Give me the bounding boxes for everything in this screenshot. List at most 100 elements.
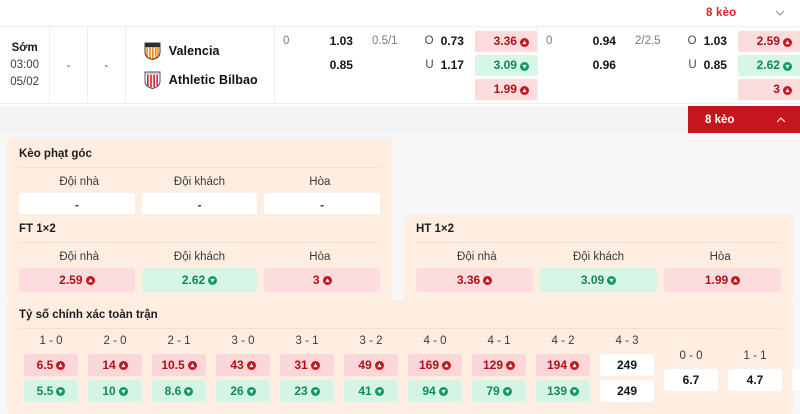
ft-panel-title: FT 1×2 [19,223,380,243]
ft-ou-over[interactable]: 0.5/1 O 0.73 [363,30,472,52]
correct-score-draw-odd[interactable]: 4.7 [728,369,782,391]
chevron-up-icon[interactable] [775,114,787,126]
correct-score-home-odd[interactable]: 14 [88,354,142,376]
correct-score-away-odd[interactable]: 26 [216,380,270,402]
ft-under-value: 1.17 [440,58,464,72]
ft-1x2-draw[interactable]: 1.99 [474,78,537,100]
match-row[interactable]: Sớm 03:00 05/02 - - [0,26,800,104]
ht-1x2-draw[interactable]: 3 [737,78,800,100]
corner-value-home[interactable]: - [19,193,135,217]
odds-group-full-time: 0 1.03 0.5/1 O 0.73 3.36 [274,27,538,103]
correct-score-home-odd[interactable]: 10.5 [152,354,206,376]
ht-over-value: 1.03 [703,34,727,48]
correct-score-home-odd[interactable]: 249 [600,354,654,376]
odds-row-3: 3 [538,78,800,100]
correct-score-away-odd[interactable]: 249 [600,380,654,402]
correct-score-home-odd[interactable]: 43 [216,354,270,376]
ft-1x2-home[interactable]: 3.36 [474,30,537,52]
correct-score-right-group: 0 - 06.71 - 14.72 - 2163 - 31144 - 4249A… [659,331,800,391]
ht-1x2-home[interactable]: 2.59 [737,30,800,52]
ht-panel-title: HT 1×2 [416,223,781,243]
correct-score-away-odd[interactable]: 5.5 [24,380,78,402]
correct-score-home-odd[interactable]: 31 [280,354,334,376]
correct-score-draw-odd[interactable]: 16 [792,369,800,391]
corner-value-draw[interactable]: - [264,193,381,217]
ht-panel-value-away-text: 3.09 [580,273,605,287]
expand-odds-bar[interactable]: 8 kèo [688,106,800,133]
trend-up-icon [519,37,529,47]
trend-up-icon [782,37,792,47]
correct-score-label: 2 - 1 [167,335,191,347]
ht-panel-value-home[interactable]: 3.36 [416,268,533,292]
trend-down-icon [438,387,448,396]
correct-score-away-odd[interactable]: 23 [280,380,334,402]
ft-panel-value-away[interactable]: 2.62 [141,268,258,292]
odd-text: 129 [482,358,504,372]
home-team[interactable]: Valencia [144,42,274,60]
ft-header-home: Đội nhà [59,251,99,263]
correct-score-home-odd[interactable]: 194 [536,354,590,376]
ft-ou-under[interactable]: U 1.17 [363,54,472,76]
away-team[interactable]: Athletic Bilbao [144,71,274,89]
odds-row-3: 1.99 [275,78,537,100]
ft-panel-value-home[interactable]: 2.59 [19,268,135,292]
ht-panel-value-home-text: 3.36 [456,273,481,287]
correct-score-home-odd[interactable]: 169 [408,354,462,376]
ht-ou-under[interactable]: U 0.85 [626,54,735,76]
ht-handicap-home[interactable]: 0 0.94 [537,30,624,52]
odds-count-header[interactable]: 8 kèo [690,0,800,26]
away-team-name: Athletic Bilbao [168,72,258,87]
odds-group-half-time: 0 0.94 2/2.5 O 1.03 2.59 [537,27,800,103]
ht-under-label: U [688,59,697,71]
correct-score-label: 4 - 2 [551,335,575,347]
correct-score-away-odd[interactable]: 94 [408,380,462,402]
correct-score-away-odd[interactable]: 139 [536,380,590,402]
ft-handicap-home[interactable]: 0 1.03 [274,30,361,52]
correct-score-away-odd[interactable]: 10 [88,380,142,402]
correct-score-column: 3 - 2 49 41 [339,331,403,402]
correct-score-column: 2 - 0 14 10 [83,331,147,402]
correct-score-title: Tỷ số chính xác toàn trận [19,309,781,329]
trend-down-icon [246,387,256,396]
trend-up-icon [246,361,256,370]
odd-text: 194 [546,358,568,372]
ft-panel-value-draw[interactable]: 3 [264,268,381,292]
ht-panel-value-away[interactable]: 3.09 [540,268,657,292]
correct-score-home-odd[interactable]: 129 [472,354,526,376]
correct-score-column: 3 - 0 43 26 [211,331,275,402]
ft-handicap-home-value: 1.03 [329,34,353,48]
correct-score-home-odd[interactable]: 49 [344,354,398,376]
ht-1x2-away[interactable]: 2.62 [737,54,800,76]
odds-row-2: 0.85 U 1.17 3.09 [274,54,537,76]
ft-handicap-line: 0 [282,35,290,47]
correct-score-away-odd[interactable]: 79 [472,380,526,402]
home-team-name: Valencia [168,43,220,58]
ft-header-draw: Hòa [309,251,331,263]
odd-text: 4.7 [746,373,764,387]
ft-1x2-away[interactable]: 3.09 [474,54,537,76]
ht-header-away: Đội khách [572,251,625,263]
ht-panel-value-draw[interactable]: 1.99 [664,268,781,292]
chevron-down-icon[interactable] [774,7,786,19]
ht-handicap-line: 0 [545,35,553,47]
correct-score-home-odd[interactable]: 6.5 [24,354,78,376]
correct-score-away-odd[interactable]: 41 [344,380,398,402]
trend-up-icon [310,361,320,370]
odds-row-1: 0 0.94 2/2.5 O 1.03 2.59 [537,30,800,52]
ht-handicap-away[interactable]: 0.96 [537,54,624,76]
correct-score-draw-odd[interactable]: 6.7 [664,369,718,391]
ht-spacer-1 [538,79,624,100]
odds-row-1: 0 1.03 0.5/1 O 0.73 3.36 [274,30,537,52]
odds-count-label: 8 kèo [706,7,737,19]
odd-text: 8.6 [164,384,182,398]
ht-ou-over[interactable]: 2/2.5 O 1.03 [626,30,735,52]
ft-panel-value-home-text: 2.59 [59,273,83,287]
correct-score-column: 4 - 3 249 249 [595,331,659,402]
ht-panel-values: 3.36 3.09 1.99 [416,268,781,292]
corner-value-away[interactable]: - [141,193,258,217]
correct-score-away-odd[interactable]: 8.6 [152,380,206,402]
ft-handicap-away[interactable]: 0.85 [274,54,361,76]
ht-panel-value-draw-text: 1.99 [704,273,729,287]
ht-over-label: O [687,35,697,47]
